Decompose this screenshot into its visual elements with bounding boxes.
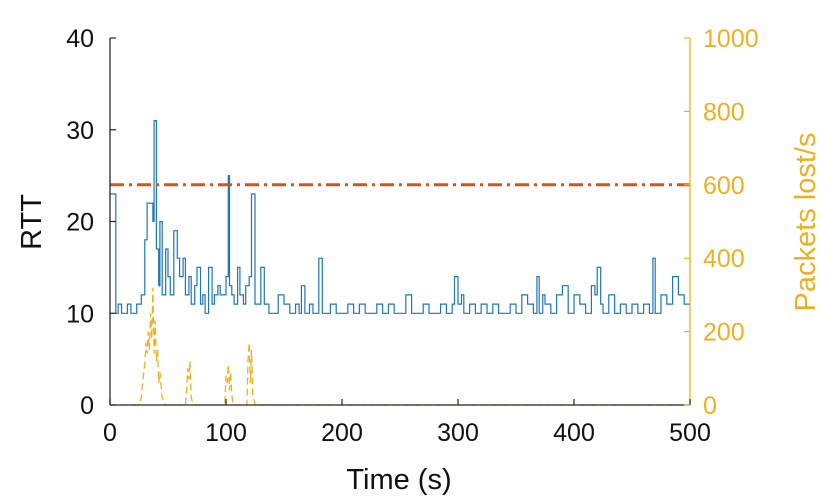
left-y-tick-label: 10 [66,300,94,328]
rtt-line [110,120,690,314]
x-tick-label: 300 [437,419,479,447]
packet-loss-line [110,287,690,406]
left-y-tick-label: 0 [80,392,94,420]
x-axis-title: Time (s) [346,464,451,496]
x-tick-label: 400 [553,419,595,447]
left-y-tick-label: 30 [66,117,94,145]
x-tick-label: 500 [669,419,711,447]
right-y-tick-label: 1000 [703,25,759,53]
x-tick-label: 0 [103,419,117,447]
right-y-tick-label: 200 [703,319,745,347]
right-y-tick-label: 600 [703,172,745,200]
right-y-tick-label: 800 [703,98,745,126]
x-tick-label: 100 [205,419,247,447]
left-y-tick-label: 40 [66,25,94,53]
series-layer [110,120,690,406]
axes-layer [109,38,691,406]
right-y-axis-title: Packets lost/s [790,133,822,312]
left-y-tick-label: 20 [66,209,94,237]
right-y-tick-label: 0 [703,392,717,420]
left-y-axis-title: RTT [16,194,48,250]
x-tick-label: 200 [321,419,363,447]
right-y-tick-label: 400 [703,245,745,273]
ticks-layer: 0 100 200 300 400 500010203040020040060080010… [66,25,758,447]
